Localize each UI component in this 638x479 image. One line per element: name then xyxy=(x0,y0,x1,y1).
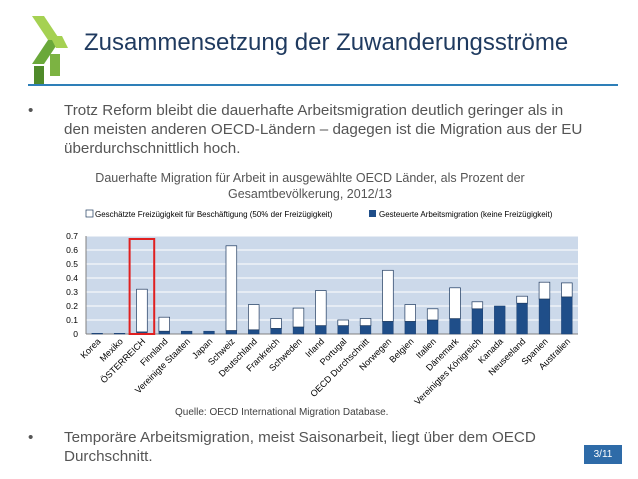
bullet-item-1: • Trotz Reform bleibt die dauerhafte Arb… xyxy=(28,101,588,158)
bar-steered xyxy=(203,330,215,335)
bar-free xyxy=(136,288,148,333)
bar-steered xyxy=(404,321,416,335)
y-tick-label: 0.6 xyxy=(66,245,78,255)
bar-free xyxy=(471,301,484,310)
bar-free xyxy=(292,307,305,328)
bar-steered xyxy=(91,333,103,335)
title-divider xyxy=(28,84,618,86)
page-title: Zusammensetzung der Zuwanderungsströme xyxy=(84,29,569,56)
y-tick-label: 0.3 xyxy=(66,287,78,297)
legend-swatch-free xyxy=(85,209,94,218)
oecd-logo-icon xyxy=(32,16,68,86)
bar-steered xyxy=(292,326,305,335)
bar-steered xyxy=(471,308,483,335)
y-tick-label: 0 xyxy=(73,329,78,339)
bar-free xyxy=(516,295,528,304)
bar-free xyxy=(382,269,394,322)
bar-free xyxy=(158,316,170,332)
y-tick-label: 0.5 xyxy=(66,259,78,269)
bar-free xyxy=(359,318,372,326)
source-note: Quelle: OECD International Migration Dat… xyxy=(175,407,389,418)
bar-steered xyxy=(225,330,237,335)
bar-free xyxy=(426,308,439,321)
bar-steered xyxy=(494,305,506,335)
chart-title: Dauerhafte Migration für Arbeit in ausge… xyxy=(95,171,525,201)
bar-steered xyxy=(337,325,349,335)
bar-free xyxy=(404,304,416,322)
bar-free xyxy=(561,282,573,298)
highlight-box xyxy=(128,238,156,335)
bar-steered xyxy=(181,330,193,335)
bar-free xyxy=(270,318,282,329)
bar-free xyxy=(225,245,238,331)
bar-free xyxy=(248,304,260,331)
bar-free xyxy=(538,281,551,300)
legend-swatch-steered xyxy=(369,210,376,217)
bar-free xyxy=(337,319,349,326)
bar-steered xyxy=(516,302,528,335)
y-tick-label: 0.7 xyxy=(66,231,78,241)
bar-steered xyxy=(359,325,372,335)
y-tick-label: 0.1 xyxy=(66,315,78,325)
bar-steered xyxy=(248,329,260,335)
bullet-text: Trotz Reform bleibt die dauerhafte Arbei… xyxy=(64,102,583,157)
page-number-badge: 3/11 xyxy=(584,445,622,464)
bullet-symbol: • xyxy=(28,429,34,446)
legend-label-steered: Gesteuerte Arbeitsmigration (keine Freiz… xyxy=(379,210,553,219)
bar-steered xyxy=(158,330,170,335)
bar-steered xyxy=(270,328,282,335)
bar-steered xyxy=(113,333,126,335)
bar-free xyxy=(315,290,327,326)
bar-free xyxy=(449,287,461,319)
x-tick-label: Belgien xyxy=(387,336,415,364)
bar-steered xyxy=(538,298,551,335)
bar-steered xyxy=(561,296,573,335)
bar-steered xyxy=(382,321,394,335)
y-tick-label: 0.2 xyxy=(66,301,78,311)
y-tick-label: 0.4 xyxy=(66,273,78,283)
legend-label-free: Geschätzte Freizügigkeit für Beschäftigu… xyxy=(95,210,333,219)
bar-steered xyxy=(449,318,461,335)
bullet-text: Temporäre Arbeitsmigration, meist Saison… xyxy=(64,429,536,465)
bullet-symbol: • xyxy=(28,102,34,119)
bar-steered xyxy=(427,319,439,335)
bullet-item-2: • Temporäre Arbeitsmigration, meist Sais… xyxy=(28,428,588,466)
bar-steered xyxy=(315,325,327,335)
